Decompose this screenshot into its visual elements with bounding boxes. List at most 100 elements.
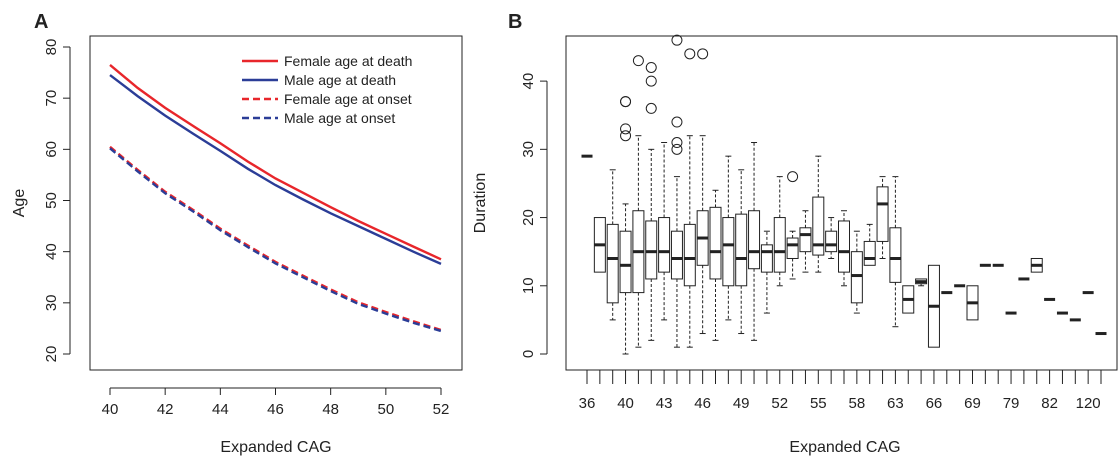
panel-b-box <box>670 34 683 348</box>
panel-b-outlier <box>671 137 683 149</box>
panel-b-box-rect <box>606 223 619 304</box>
panel-b-box-rect <box>722 217 735 287</box>
panel-a-x-tick-label: 42 <box>157 401 174 418</box>
panel-b-box <box>593 217 606 273</box>
panel-b-box <box>735 169 748 335</box>
panel-b-y-axis-label: Duration <box>472 173 489 233</box>
panel-b-box-rect <box>889 227 902 283</box>
panel-b-box-rect <box>735 213 748 287</box>
panel-b-outlier <box>671 143 683 155</box>
panel-b-box <box>748 142 761 341</box>
panel-a-y-tick-label: 70 <box>43 90 60 107</box>
panel-b-box <box>683 48 696 348</box>
panel-a-series-lines <box>109 63 442 333</box>
panel-a-x-tick-label: 46 <box>267 401 284 418</box>
panel-b-y-tick-label: 20 <box>520 209 537 226</box>
panel-b-x-tick-label: 36 <box>579 395 596 412</box>
panel-a-y-axis-label: Age <box>11 189 28 218</box>
panel-b-box <box>966 285 979 321</box>
panel-a-x-tick-label: 50 <box>377 401 394 418</box>
panel-b-box <box>799 210 812 273</box>
panel-a-x-axis-label: Expanded CAG <box>220 439 331 456</box>
panel-b: B 0 10 20 30 40 36 40 43 46 49 52 55 58 63 66 69 79 82 12… <box>472 11 1118 456</box>
panel-b-box <box>645 61 658 341</box>
panel-a-y-tick-label: 20 <box>43 346 60 363</box>
panel-b-box <box>632 55 645 348</box>
panel-b-label: B <box>508 11 522 33</box>
panel-b-x-tick-label: 46 <box>694 395 711 412</box>
panel-a-x-axis: 40 42 44 46 48 50 52 <box>102 387 450 418</box>
panel-a-y-tick-label: 40 <box>43 243 60 260</box>
panel-b-box <box>786 171 799 280</box>
panel-b-y-tick-label: 10 <box>520 277 537 294</box>
panel-a-x-tick-label: 40 <box>102 401 119 418</box>
panel-b-box-rect <box>709 206 722 280</box>
panel-b-box <box>850 230 863 314</box>
panel-a-y-tick-label: 50 <box>43 192 60 209</box>
panel-b-box <box>722 155 735 321</box>
panel-b-outlier <box>645 75 657 87</box>
panel-b-box <box>658 142 671 321</box>
panel-b-box-rect <box>863 240 876 266</box>
panel-a-x-tick-label: 52 <box>433 401 450 418</box>
panel-b-box-rect <box>786 237 799 259</box>
panel-b-box <box>1030 257 1043 273</box>
panel-a-plot-frame <box>89 35 463 371</box>
panel-b-outlier <box>787 171 799 183</box>
panel-a-y-tick-label: 60 <box>43 141 60 158</box>
panel-b-box <box>927 264 940 348</box>
panel-a: A 20 30 40 50 60 70 80 40 42 44 46 48 50 52 Female a… <box>11 11 463 456</box>
panel-b-x-tick-label: 43 <box>656 395 673 412</box>
panel-b-x-tick-label: 49 <box>733 395 750 412</box>
panel-b-box <box>915 278 928 287</box>
panel-b-y-tick-label: 0 <box>520 350 537 358</box>
panel-b-box-rect <box>876 186 889 242</box>
panel-b-outlier <box>620 130 632 142</box>
panel-b-box-rect <box>850 251 863 304</box>
panel-b-box <box>619 96 632 355</box>
panel-a-series-line <box>109 63 442 261</box>
panel-b-box <box>876 176 889 259</box>
panel-b-x-axis: 36 40 43 46 49 52 55 58 63 66 69 79 82 120 <box>579 369 1102 412</box>
panel-a-series-line <box>109 147 442 333</box>
panel-b-box <box>863 223 876 266</box>
panel-a-x-tick-label: 44 <box>212 401 229 418</box>
panel-a-series-line <box>109 74 442 265</box>
panel-a-label: A <box>34 11 48 33</box>
panel-b-box-rect <box>619 230 632 294</box>
panel-b-box <box>825 217 838 259</box>
panel-b-x-tick-label: 82 <box>1041 395 1058 412</box>
panel-b-outlier <box>645 61 657 73</box>
panel-b-y-axis: 0 10 20 30 40 <box>520 73 548 358</box>
panel-b-plot-frame <box>565 35 1118 371</box>
panel-b-outlier <box>697 48 709 60</box>
panel-b-y-tick-label: 40 <box>520 73 537 90</box>
panel-b-box-rect <box>812 196 825 256</box>
panel-b-box <box>760 230 773 314</box>
panel-b-x-tick-label: 66 <box>926 395 943 412</box>
panel-b-box <box>606 169 619 321</box>
panel-b-box <box>773 176 786 287</box>
panel-b-box-rect <box>658 217 671 273</box>
panel-b-x-axis-label: Expanded CAG <box>789 439 900 456</box>
panel-b-box <box>709 189 722 341</box>
panel-a-legend-label: Female age at onset <box>284 91 412 107</box>
panel-b-box <box>812 155 825 273</box>
panel-b-box-rect <box>670 230 683 280</box>
panel-b-outlier <box>671 34 683 46</box>
panel-a-legend-label: Male age at death <box>284 72 396 88</box>
panel-b-x-tick-label: 40 <box>617 395 634 412</box>
panel-b-box-rect <box>799 227 812 253</box>
panel-b-x-tick-label: 55 <box>810 395 827 412</box>
panel-b-outlier <box>645 102 657 114</box>
panel-b-box <box>696 48 709 335</box>
panel-b-y-tick-label: 30 <box>520 141 537 158</box>
panel-b-x-tick-label: 120 <box>1076 395 1101 412</box>
panel-b-box <box>838 210 850 287</box>
panel-a-legend: Female age at death Male age at death Fema… <box>242 53 412 126</box>
panel-b-x-tick-label: 58 <box>849 395 866 412</box>
panel-b-box-rect <box>773 217 786 273</box>
panel-b-outlier <box>620 96 632 108</box>
panel-b-box-rect <box>838 220 850 273</box>
